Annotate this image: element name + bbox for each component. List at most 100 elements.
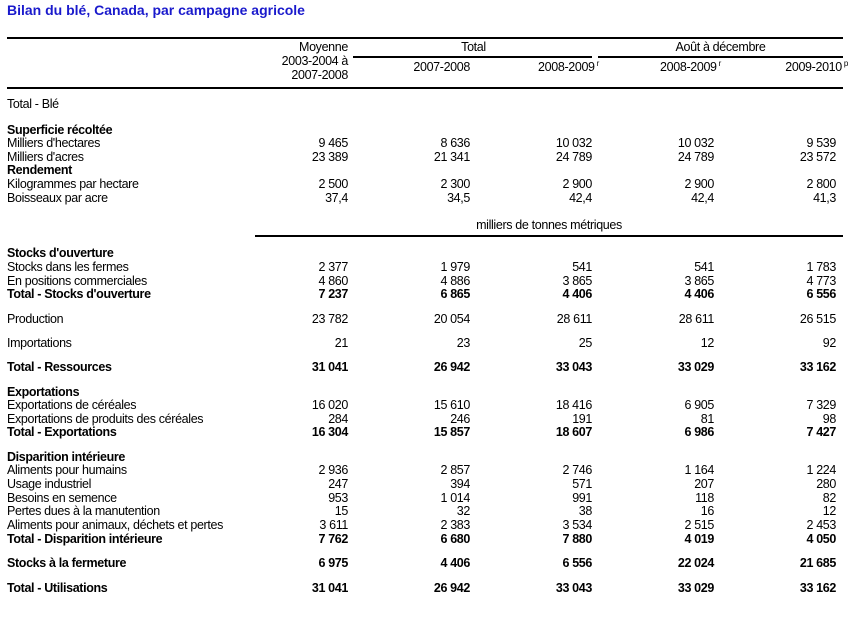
row-label: Production	[7, 312, 64, 326]
table-cell: 1 014	[440, 491, 470, 505]
row-label: Pertes dues à la manutention	[7, 504, 160, 518]
row-label: Stocks dans les fermes	[7, 260, 129, 274]
header-bottom-rule	[7, 87, 843, 89]
header-col-2008-2009-total: 2008-2009 r	[480, 59, 600, 74]
header-group-aug-dec: Août à décembre	[675, 40, 766, 54]
table-cell: 41,3	[813, 191, 836, 205]
table-cell: 16	[700, 504, 715, 518]
row-label: Milliers d'acres	[7, 150, 84, 164]
table-cell: 6 986	[684, 425, 714, 439]
table-cell: 28 611	[678, 312, 715, 326]
group-total-rule	[353, 56, 592, 58]
table-cell: 10 032	[555, 136, 592, 150]
table-cell: 24 789	[677, 150, 714, 164]
table-cell: 81	[700, 412, 715, 426]
table-cell: 31 041	[311, 360, 348, 374]
table-cell: 26 942	[433, 581, 470, 595]
table-cell: 4 050	[806, 532, 836, 546]
row-label: Superficie récoltée	[7, 123, 113, 137]
group-aug-dec-rule	[598, 56, 843, 58]
table-cell: 16 304	[311, 425, 348, 439]
table-cell: 280	[816, 477, 836, 491]
row-label: Exportations de produits des céréales	[7, 412, 204, 426]
table-cell: 4 406	[684, 287, 714, 301]
table-cell: 541	[572, 260, 592, 274]
table-cell: 1 783	[806, 260, 836, 274]
table-cell: 21 685	[799, 556, 836, 570]
table-cell: 33 162	[799, 581, 836, 595]
row-label: Total - Stocks d'ouverture	[7, 287, 151, 301]
table-cell: 1 979	[440, 260, 470, 274]
row-label: Rendement	[7, 163, 72, 177]
row-label: Total - Disparition intérieure	[7, 532, 163, 546]
table-cell: 7 762	[318, 532, 348, 546]
table-cell: 9 539	[806, 136, 836, 150]
table-cell: 6 680	[440, 532, 470, 546]
table-cell: 2 377	[318, 260, 348, 274]
table-cell: 2 900	[562, 177, 592, 191]
row-label: Besoins en semence	[7, 491, 117, 505]
header-group-total: Total	[461, 40, 486, 54]
table-cell: 4 886	[440, 274, 470, 288]
table-cell: 991	[572, 491, 592, 505]
table-cell: 82	[822, 491, 837, 505]
revised-note: r	[596, 59, 600, 68]
table-cell: 2 500	[318, 177, 348, 191]
row-label: Exportations de céréales	[7, 398, 137, 412]
table-cell: 33 029	[677, 360, 714, 374]
table-cell: 4 406	[562, 287, 592, 301]
table-cell: 3 865	[684, 274, 714, 288]
header-col-label: 2008-2009	[660, 60, 717, 74]
row-label: Milliers d'hectares	[7, 136, 100, 150]
table-cell: 3 865	[562, 274, 592, 288]
table-cell: 21 341	[433, 150, 470, 164]
table-cell: 18 607	[555, 425, 592, 439]
header-top-rule	[7, 37, 843, 39]
table-cell: 2 800	[806, 177, 836, 191]
table-cell: 37,4	[325, 191, 348, 205]
table-cell: 6 865	[440, 287, 470, 301]
table-cell: 33 043	[555, 360, 592, 374]
header-col-2008-2009-aug-dec: 2008-2009 r	[602, 59, 721, 74]
table-cell: 1 164	[684, 463, 714, 477]
header-average-1: Moyenne	[299, 40, 348, 54]
table-cell: 3 611	[319, 518, 348, 532]
row-label: Boisseaux par acre	[7, 191, 108, 205]
row-label: Total - Ressources	[7, 360, 112, 374]
table-cell: 2 746	[562, 463, 592, 477]
row-label: Importations	[7, 336, 72, 350]
header-average-3: 2007-2008	[291, 68, 348, 82]
table-cell: 34,5	[447, 191, 470, 205]
preliminary-note: p	[843, 59, 848, 68]
row-label: Aliments pour humains	[7, 463, 127, 477]
table-cell: 32	[456, 504, 471, 518]
table-cell: 42,4	[691, 191, 714, 205]
row-label: Total - Utilisations	[7, 581, 108, 595]
table-cell: 25	[578, 336, 593, 350]
table-cell: 24 789	[555, 150, 592, 164]
table-cell: 284	[328, 412, 348, 426]
table-cell: 394	[450, 477, 470, 491]
table-cell: 207	[694, 477, 714, 491]
row-label: Stocks d'ouverture	[7, 246, 114, 260]
table-cell: 92	[822, 336, 837, 350]
table-cell: 6 975	[318, 556, 348, 570]
table-cell: 28 611	[556, 312, 593, 326]
table-cell: 2 900	[684, 177, 714, 191]
row-label: Total - Blé	[7, 97, 59, 111]
table-cell: 26 942	[433, 360, 470, 374]
table-cell: 23 572	[799, 150, 836, 164]
table-cell: 6 556	[562, 556, 592, 570]
table-cell: 2 515	[684, 518, 714, 532]
table-cell: 2 300	[440, 177, 470, 191]
table-cell: 7 880	[562, 532, 592, 546]
table-cell: 247	[328, 477, 348, 491]
table-cell: 3 534	[562, 518, 592, 532]
table-cell: 7 427	[806, 425, 836, 439]
table-cell: 38	[578, 504, 593, 518]
table-cell: 571	[572, 477, 592, 491]
row-label: Disparition intérieure	[7, 450, 126, 464]
table-cell: 541	[694, 260, 714, 274]
header-col-label: 2008-2009	[538, 60, 595, 74]
